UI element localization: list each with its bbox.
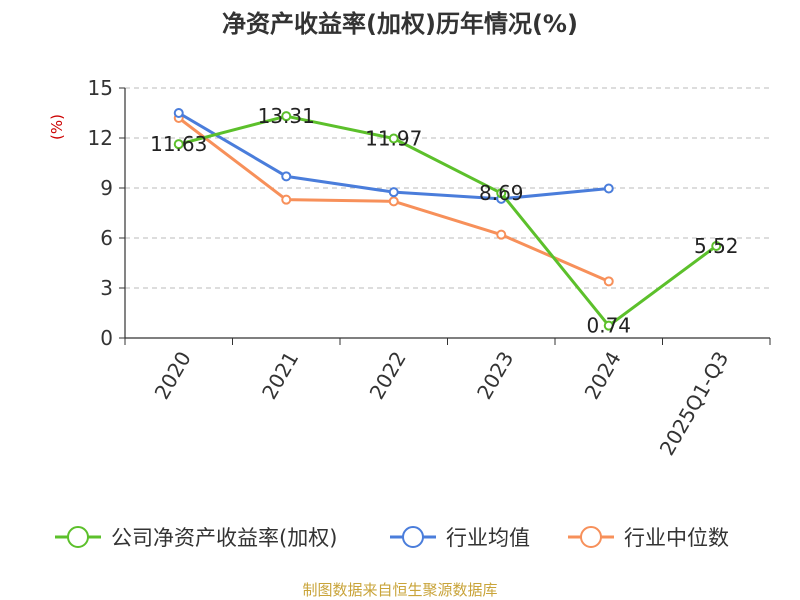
data-point[interactable]	[711, 241, 722, 251]
data-labels: 11.63 13.31 11.97 8.69 0.74 5.52	[150, 104, 739, 338]
data-point[interactable]	[496, 188, 507, 199]
data-label: 13.31	[258, 104, 315, 128]
legend-marker	[580, 526, 602, 548]
series-line-0	[178, 114, 718, 328]
data-label: 11.63	[150, 132, 207, 156]
x-tick-label: 2023	[472, 347, 518, 403]
x-tick-label: 2024	[580, 347, 626, 403]
legend-label: 公司净资产收益率(加权)	[111, 526, 337, 550]
y-tick-label: 3	[100, 276, 113, 300]
x-tick-label: 2025Q1-Q3	[655, 347, 734, 459]
x-tick-label: 2022	[365, 347, 411, 403]
y-tick-label: 0	[100, 326, 113, 350]
legend-label: 行业中位数	[624, 526, 729, 550]
y-axis-unit: (%)	[48, 114, 66, 140]
chart-title: 净资产收益率(加权)历年情况(%)	[222, 10, 578, 38]
y-tick-label: 15	[88, 76, 113, 100]
data-point[interactable]	[281, 194, 292, 205]
y-tick-label: 9	[100, 176, 113, 200]
data-label: 0.74	[586, 314, 631, 338]
data-point[interactable]	[496, 229, 507, 240]
legend-marker	[67, 526, 89, 548]
grid	[125, 87, 770, 289]
data-point[interactable]	[603, 183, 614, 194]
data-label: 11.97	[365, 127, 422, 151]
legend-item-2[interactable]: 行业中位数	[568, 526, 729, 550]
source-note: 制图数据来自恒生聚源数据库	[302, 581, 497, 599]
x-tick-label: 2020	[150, 347, 196, 403]
legend[interactable]: 公司净资产收益率(加权) 行业均值 行业中位数	[55, 526, 729, 550]
data-label: 8.69	[479, 181, 524, 205]
series	[173, 108, 722, 331]
data-point[interactable]	[388, 187, 399, 198]
data-point[interactable]	[603, 276, 614, 287]
legend-label: 行业均值	[446, 526, 530, 550]
data-point[interactable]	[388, 133, 399, 144]
data-point[interactable]	[603, 320, 614, 331]
data-point[interactable]	[281, 111, 292, 122]
data-point[interactable]	[281, 171, 292, 182]
data-point[interactable]	[173, 139, 184, 150]
data-point[interactable]	[173, 108, 184, 118]
legend-item-1[interactable]: 行业均值	[390, 526, 530, 550]
legend-marker	[402, 526, 424, 548]
data-label: 5.52	[694, 234, 739, 258]
legend-item-0[interactable]: 公司净资产收益率(加权)	[55, 526, 337, 550]
x-tick-label: 2021	[257, 347, 303, 403]
data-point[interactable]	[388, 196, 399, 207]
y-tick-label: 12	[88, 126, 113, 150]
y-tick-label: 6	[100, 226, 113, 250]
